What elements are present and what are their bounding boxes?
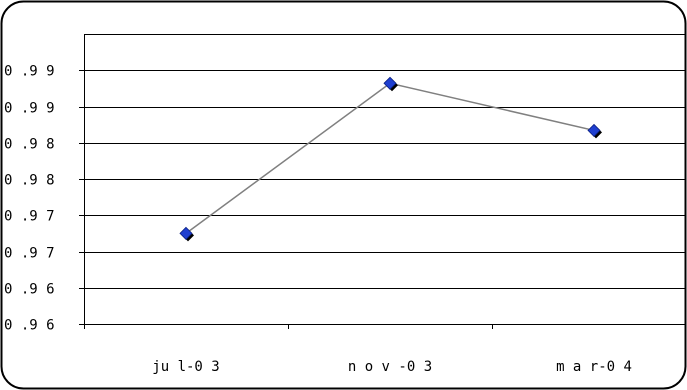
y-tick-label: 0 .9 8 (4, 173, 55, 189)
data-point (587, 123, 601, 137)
x-tick-labels: ju l-0 3 n o v -0 3 m a r-0 4 (152, 359, 632, 375)
x-tick-label: n o v -0 3 (348, 359, 432, 375)
axes (79, 34, 685, 329)
data-point (383, 76, 397, 90)
y-tick-label: 0 .9 7 (4, 209, 55, 225)
data-point (179, 226, 193, 240)
x-tick-label: m a r-0 4 (556, 359, 632, 375)
x-tick-label: ju l-0 3 (152, 359, 219, 375)
y-tick-label: 0 .9 9 (4, 64, 55, 80)
y-tick-label: 0 .9 7 (4, 246, 55, 262)
gridlines (84, 34, 685, 289)
y-tick-label: 0 .9 8 (4, 137, 55, 153)
y-tick-label: 0 .9 9 (4, 101, 55, 117)
y-tick-label: 0 .9 6 (4, 318, 55, 334)
y-tick-labels: 0 .9 6 0 .9 6 0 .9 7 0 .9 7 0 .9 8 0 .9 8 0 .9… (4, 64, 55, 334)
series-markers (179, 76, 602, 242)
y-tick-label: 0 .9 6 (4, 282, 55, 298)
